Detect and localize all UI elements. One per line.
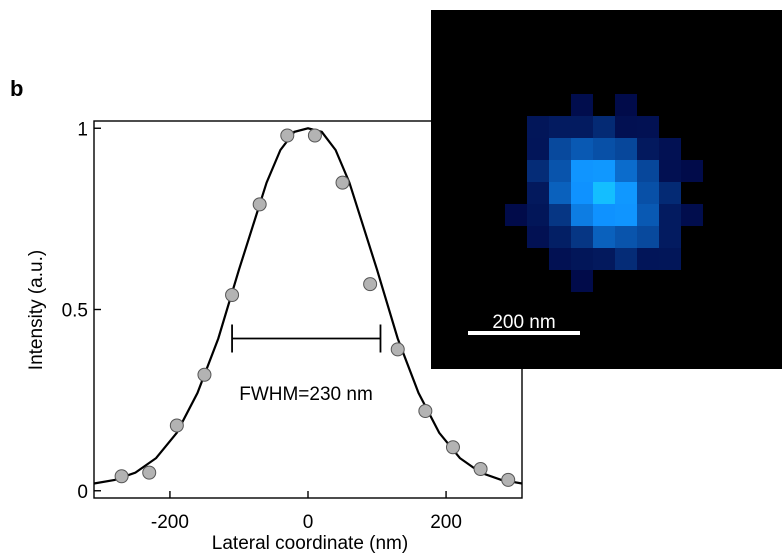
inset-pixel: [527, 160, 549, 182]
data-point: [280, 128, 295, 143]
inset-pixel: [681, 160, 703, 182]
inset-pixel: [637, 204, 659, 226]
inset-pixel: [571, 116, 593, 138]
inset-pixel: [615, 204, 637, 226]
inset-scale-bar: [468, 331, 580, 335]
x-axis-label: Lateral coordinate (nm): [212, 533, 408, 553]
inset-pixel: [527, 116, 549, 138]
inset-spot: [505, 94, 703, 292]
data-point: [363, 277, 378, 292]
inset-pixel: [527, 182, 549, 204]
fit-curve: [93, 127, 523, 485]
inset-pixel: [637, 248, 659, 270]
x-axis-ticks: -200 0 200: [151, 491, 462, 533]
inset-pixel: [571, 204, 593, 226]
inset-pixel: [615, 138, 637, 160]
y-axis-label: Intensity (a.u.): [26, 250, 47, 370]
panel-label: b: [10, 76, 24, 101]
x-tick-label: 200: [430, 512, 462, 533]
inset-pixel: [549, 204, 571, 226]
data-points: [114, 128, 516, 487]
inset-pixel: [659, 160, 681, 182]
inset-pixel: [549, 182, 571, 204]
inset-pixel: [571, 226, 593, 248]
inset-pixel: [615, 248, 637, 270]
inset-pixel: [571, 138, 593, 160]
inset-pixel: [549, 138, 571, 160]
inset-pixel: [659, 182, 681, 204]
data-point: [473, 462, 488, 476]
inset-pixel: [659, 226, 681, 248]
y-axis-ticks: 00.51: [62, 119, 101, 503]
y-tick-label: 1: [77, 119, 88, 140]
inset-pixel: [637, 226, 659, 248]
inset-pixel: [571, 182, 593, 204]
inset-pixel: [571, 270, 593, 292]
inset-pixel: [659, 204, 681, 226]
inset-pixel: [527, 204, 549, 226]
inset-pixel: [593, 182, 615, 204]
inset-pixel: [593, 116, 615, 138]
data-point: [445, 440, 460, 455]
inset-pixel: [637, 138, 659, 160]
inset-pixel: [593, 248, 615, 270]
data-point: [225, 288, 240, 302]
data-point: [142, 465, 157, 480]
inset-pixel: [659, 138, 681, 160]
inset-scale-bar-label: 200 nm: [492, 312, 555, 333]
data-point: [252, 197, 267, 212]
inset-pixel: [659, 248, 681, 270]
inset-pixel: [615, 226, 637, 248]
inset-pixel: [593, 226, 615, 248]
inset-pixel: [527, 138, 549, 160]
inset-pixel: [505, 204, 527, 226]
inset-pixel: [637, 116, 659, 138]
data-point: [197, 367, 212, 382]
data-point: [169, 418, 184, 433]
inset-pixel: [615, 160, 637, 182]
inset-pixel: [615, 182, 637, 204]
data-point: [390, 342, 405, 357]
data-point: [501, 472, 516, 487]
inset-pixel: [637, 160, 659, 182]
inset-pixel: [571, 248, 593, 270]
inset-pixel: [615, 94, 637, 116]
inset-pixel: [527, 226, 549, 248]
fwhm-label: FWHM=230 nm: [239, 384, 373, 405]
x-tick-label: -200: [151, 512, 189, 533]
inset-pixel: [571, 94, 593, 116]
data-point: [418, 404, 433, 418]
inset-pixel: [571, 160, 593, 182]
inset-pixel: [549, 248, 571, 270]
inset-pixel: [637, 182, 659, 204]
inset-pixel: [593, 138, 615, 160]
y-tick-label: 0.5: [62, 301, 88, 322]
inset-image: 200 nm: [431, 10, 782, 369]
inset-pixel: [593, 204, 615, 226]
inset-pixel: [549, 116, 571, 138]
inset-pixel: [615, 116, 637, 138]
fwhm-annotation: FWHM=230 nm: [231, 324, 382, 405]
data-point: [307, 128, 322, 143]
inset-pixel: [549, 226, 571, 248]
y-tick-label: 0: [77, 482, 88, 503]
x-tick-label: 0: [303, 512, 314, 533]
inset-pixel: [681, 204, 703, 226]
inset-pixel: [549, 160, 571, 182]
data-point: [114, 469, 129, 484]
data-point: [335, 175, 350, 190]
inset-pixel: [593, 160, 615, 182]
